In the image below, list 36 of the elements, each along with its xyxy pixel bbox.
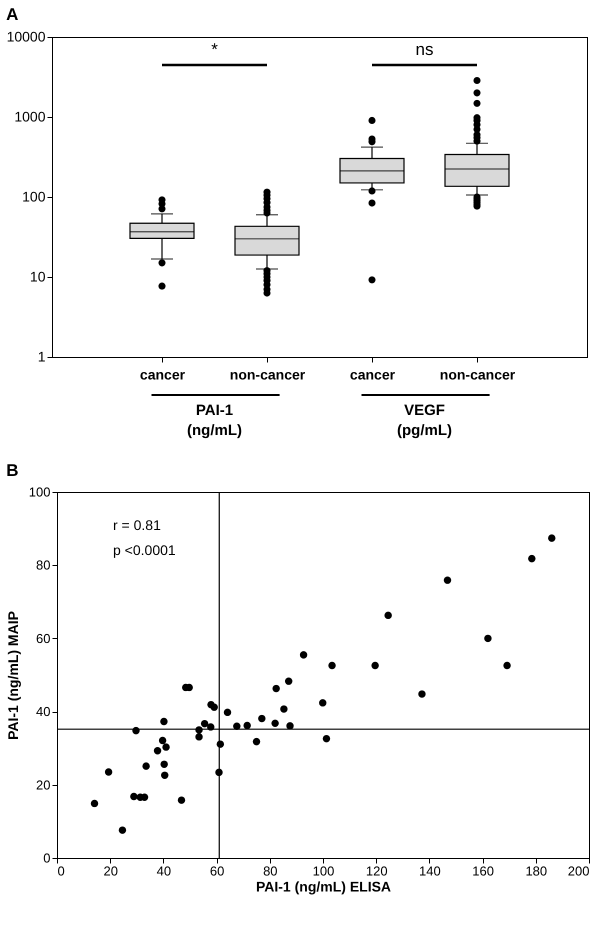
x-tick-label: cancer — [140, 366, 186, 382]
y-tick-label: 40 — [36, 704, 50, 720]
annotation: r = 0.81 — [113, 517, 162, 533]
x-tick-label: cancer — [350, 366, 396, 382]
y-tick-label: 20 — [36, 777, 50, 792]
y-axis-title: PAI-1 (ng/mL) MAIP — [4, 611, 21, 740]
x-tick-label: non-cancer — [230, 366, 306, 382]
y-tick-label: 100 — [22, 188, 46, 204]
x-tick-label: 80 — [263, 864, 278, 878]
x-tick-label: 120 — [366, 864, 388, 878]
x-tick-label: 180 — [525, 864, 548, 878]
y-tick-label: 10 — [30, 268, 46, 284]
chart-title: B — [6, 461, 19, 480]
y-tick-label: 0 — [43, 850, 50, 866]
annotation: ns — [416, 40, 434, 59]
chart-title: A — [6, 5, 18, 24]
x-tick-label: 100 — [312, 864, 334, 878]
x-tick-label: non-cancer — [440, 366, 516, 382]
text: VEGF (pg/mL) — [397, 402, 452, 439]
x-tick-label: 0 — [58, 864, 65, 878]
y-tick-label: 10000 — [6, 28, 46, 44]
x-tick-label: 140 — [419, 864, 441, 878]
annotation: p <0.0001 — [113, 542, 176, 558]
x-tick-label: 200 — [568, 864, 590, 878]
x-tick-label: 40 — [156, 864, 172, 878]
y-tick-label: 1000 — [14, 108, 46, 124]
x-tick-label: 20 — [103, 864, 118, 878]
y-tick-label: 100 — [28, 484, 50, 500]
x-tick-label: 160 — [472, 864, 494, 878]
text: PAI-1 (ng/mL) — [187, 402, 242, 439]
y-tick-label: 1 — [38, 348, 46, 364]
y-tick-label: 80 — [36, 558, 50, 573]
y-tick-label: 60 — [36, 630, 50, 646]
x-axis-title: PAI-1 (ng/mL) ELISA — [256, 878, 392, 894]
annotation: * — [211, 40, 218, 59]
x-tick-label: 60 — [210, 864, 224, 878]
